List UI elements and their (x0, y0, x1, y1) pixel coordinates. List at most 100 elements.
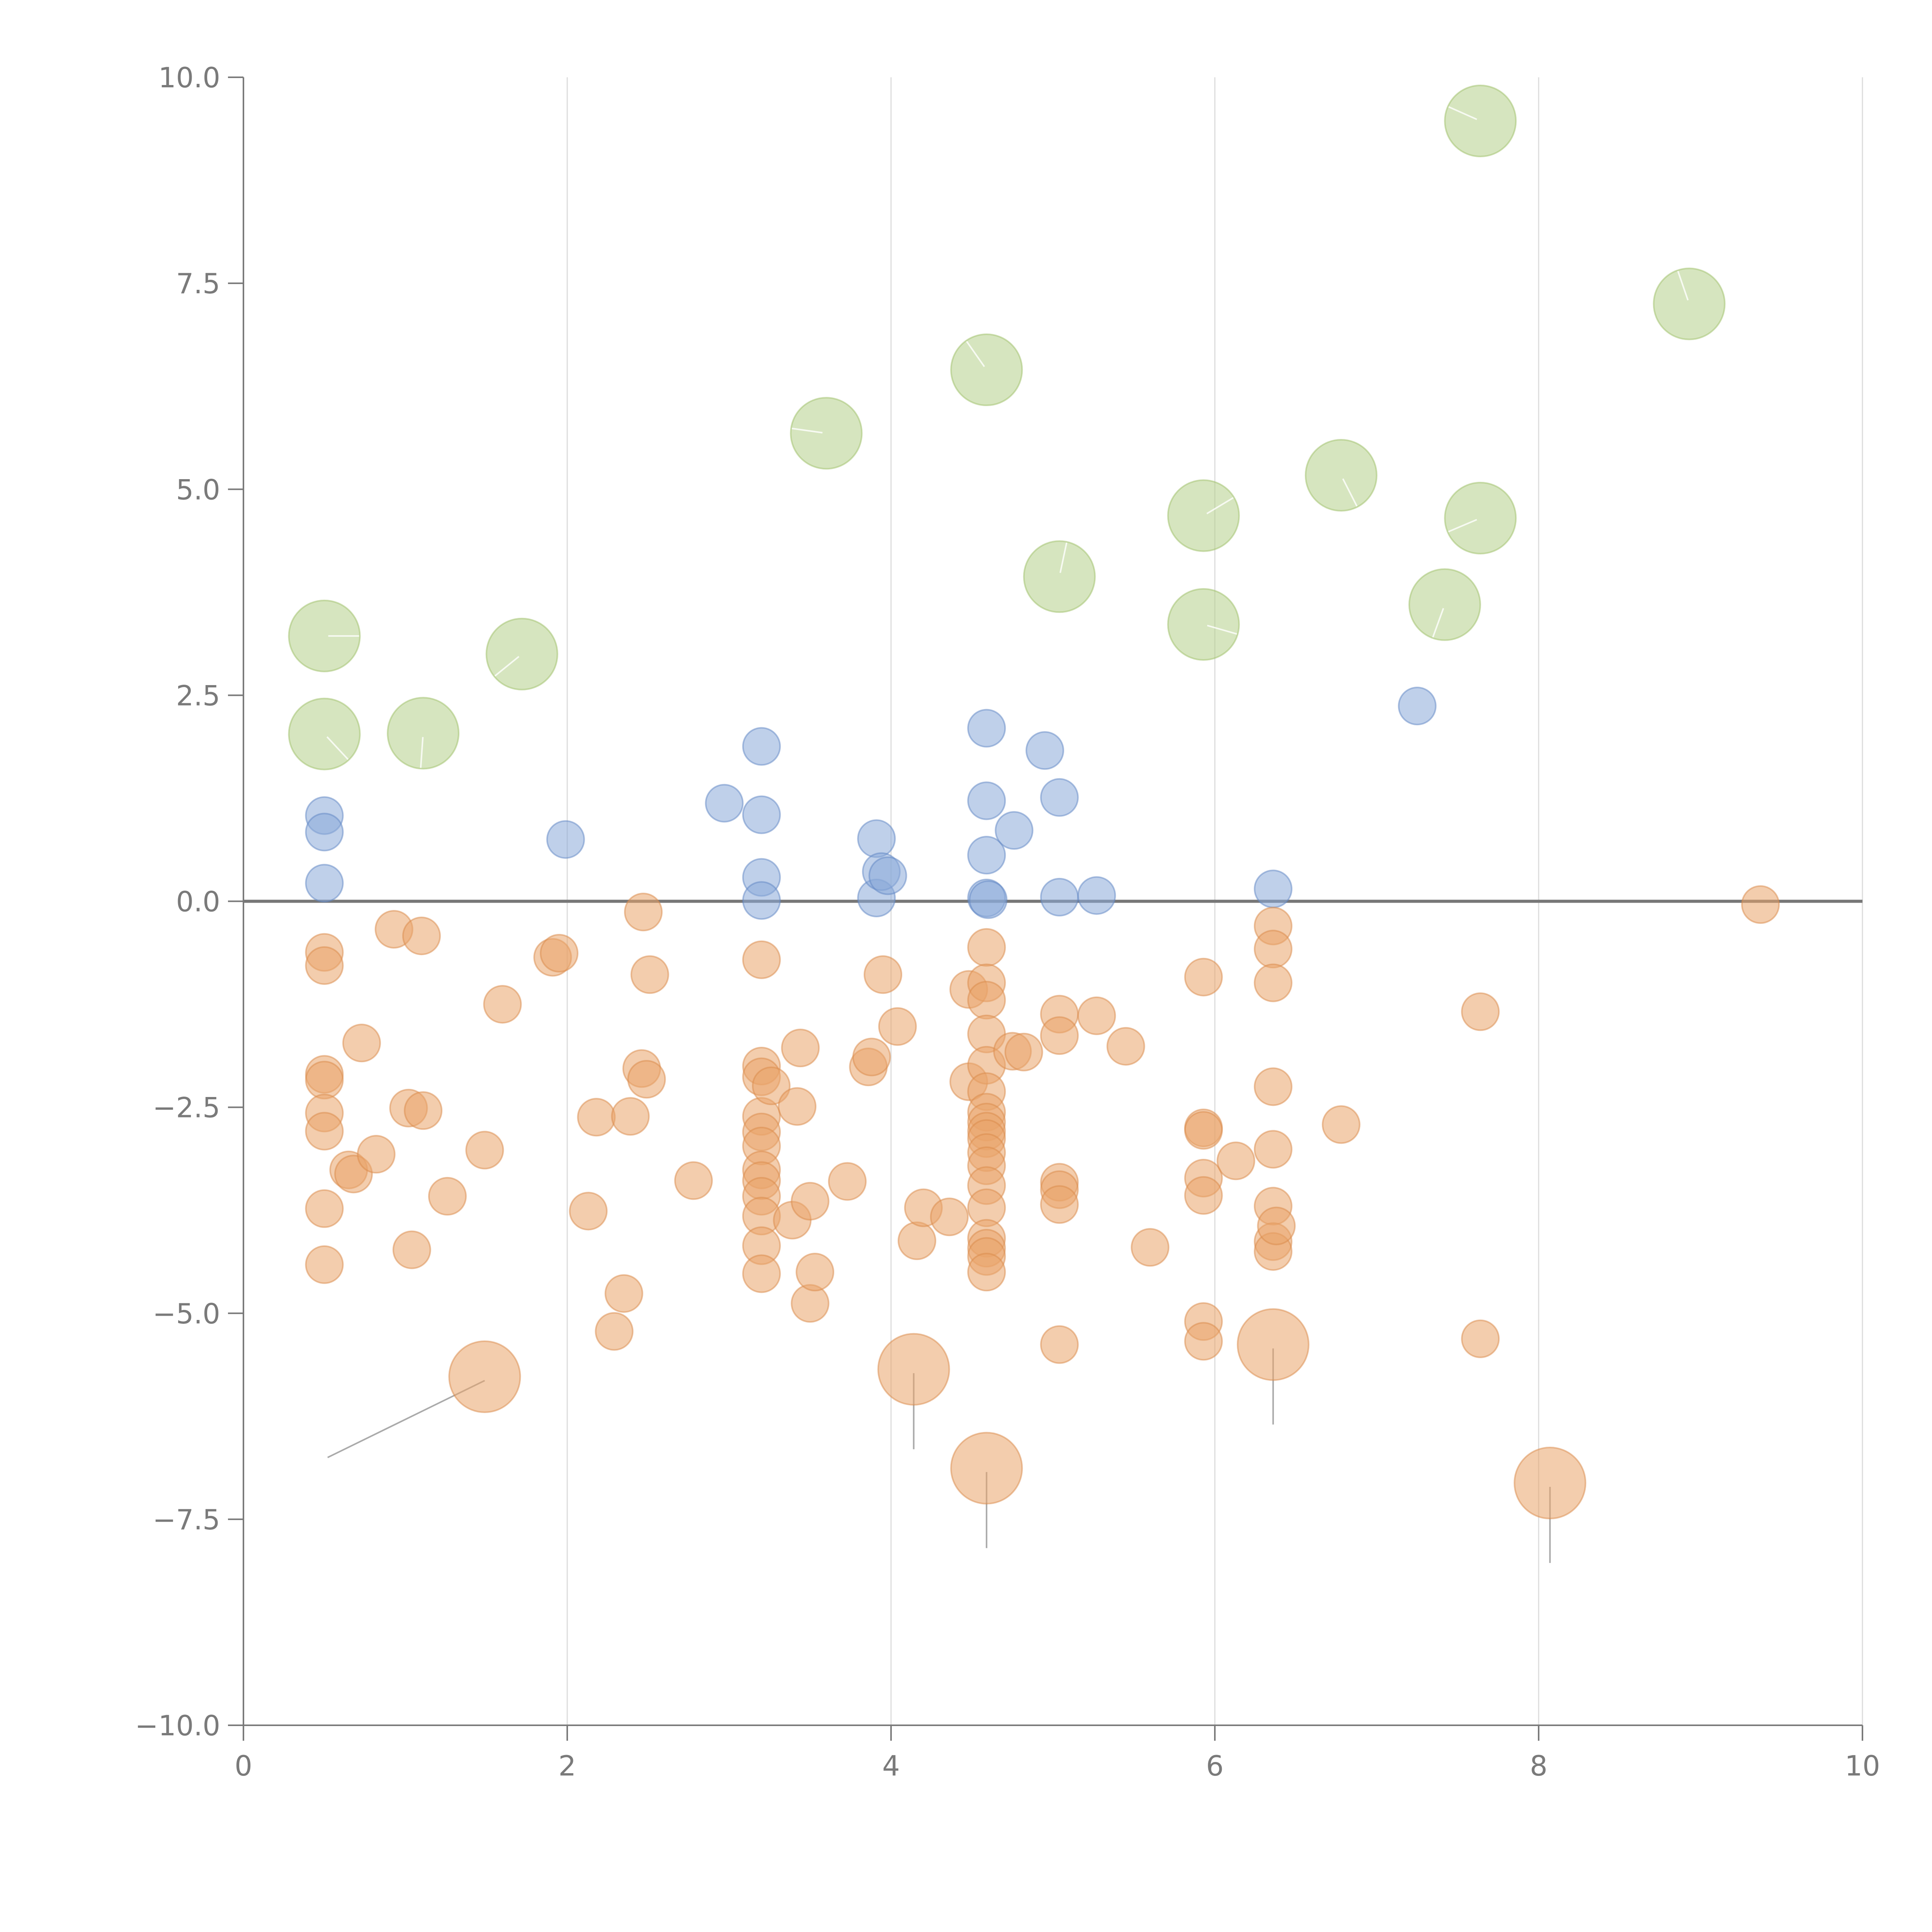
x-tick-label-8: 8 (1530, 1750, 1548, 1782)
bubble-negative-94 (1184, 1176, 1223, 1215)
bubble-negative-97 (1216, 1141, 1255, 1180)
bubble-positive-4 (705, 784, 744, 823)
bubble-negative-18 (465, 1131, 504, 1170)
bubble-negative-6 (305, 1189, 344, 1228)
bubble-negative-53 (852, 1037, 891, 1077)
bubble-positive-22 (1077, 876, 1116, 915)
y-tick-label-2: 5.0 (176, 473, 220, 506)
x-tick-label-10: 10 (1845, 1750, 1880, 1782)
bubble-high-9 (1304, 439, 1378, 512)
bubble-negative-54 (864, 955, 903, 994)
bubble-negative-61 (967, 928, 1006, 967)
bubble-negative-86 (1040, 1325, 1079, 1364)
bubble-high-5 (950, 333, 1023, 406)
bubble-high-12 (1444, 85, 1517, 158)
bubble-negative-5 (305, 1112, 344, 1151)
y-tick-label-8: −10.0 (135, 1709, 220, 1742)
bubble-negative-90 (1184, 957, 1223, 997)
bubble-negative-7 (305, 1245, 344, 1284)
bubble-negative-102 (1253, 1130, 1293, 1169)
bubble-negative-47 (781, 1029, 820, 1068)
bubble-negative-89 (1131, 1228, 1170, 1267)
bubble-negative-63 (967, 981, 1006, 1020)
bubble-negative-32 (742, 940, 781, 979)
bubble-negative-19 (483, 985, 522, 1024)
bubble-negative-92 (1184, 1111, 1223, 1150)
y-tick-label-4: 0.0 (176, 886, 220, 918)
bubble-positive-12 (868, 856, 907, 895)
bubble-negative-large-3 (1236, 1308, 1310, 1381)
bubble-negative-110 (1741, 885, 1780, 924)
x-tick-label-4: 4 (882, 1750, 900, 1782)
bubble-negative-58 (930, 1197, 969, 1236)
bubble-tick-11 (1448, 519, 1477, 532)
bubble-negative-106 (1257, 1206, 1296, 1245)
bubble-negative-23 (577, 1098, 616, 1137)
bubble-positive-14 (967, 781, 1006, 820)
bubble-negative-43 (742, 1254, 781, 1293)
bubble-high-3 (485, 617, 558, 690)
bubble-tick-8 (1207, 624, 1237, 635)
bubble-high-0 (288, 599, 361, 672)
bubble-negative-87 (1077, 996, 1116, 1035)
bubble-negative-48 (791, 1182, 830, 1221)
bubble-negative-88 (1106, 1027, 1145, 1066)
bubble-high-11 (1444, 481, 1517, 554)
bubble-positive-1 (305, 813, 344, 852)
bubble-negative-107 (1321, 1105, 1361, 1144)
bubble-negative-80 (1004, 1032, 1043, 1071)
bubble-negative-large-1 (877, 1333, 950, 1406)
y-tick-label-6: −5.0 (153, 1298, 220, 1330)
bubble-tick-6 (1059, 542, 1068, 573)
bubble-negative-82 (1040, 1016, 1079, 1055)
bubble-positive-24 (1398, 687, 1437, 726)
axes: 0 2 4 6 8 10 10.0 7.5 5.0 2.5 0.0 −2.5 −5.0 −7.5 −10.0 (135, 61, 1880, 1782)
bubble-negative-51 (828, 1162, 867, 1201)
bubble-high-7 (1167, 479, 1240, 552)
bubble-tick-3 (494, 656, 520, 677)
bubble-negative-30 (630, 955, 669, 994)
x-tick-label-0: 0 (235, 1750, 252, 1782)
bubble-negative-3 (305, 1061, 344, 1100)
bubble-negative-28 (624, 893, 663, 932)
bubble-negative-31 (674, 1161, 713, 1200)
bubble-tick-1 (326, 736, 349, 760)
bubble-negative-14 (392, 1230, 431, 1269)
bubble-positive-15 (967, 836, 1006, 875)
bubble-positive-3 (546, 820, 585, 859)
bubble-high-6 (1023, 540, 1096, 613)
bubble-negative-50 (796, 1253, 835, 1292)
bubble-positive-8 (742, 881, 781, 920)
y-tick-label-5: −2.5 (153, 1092, 220, 1124)
bubble-high-8 (1167, 588, 1240, 661)
bubble-tick-12 (1448, 106, 1477, 120)
bubble-negative-17 (428, 1177, 467, 1216)
bubble-negative-55 (878, 1007, 917, 1046)
bubble-negative-108 (1461, 992, 1500, 1031)
bubble-negative-96 (1184, 1322, 1223, 1361)
bubble-positive-17 (969, 880, 1008, 919)
bubble-negative-109 (1461, 1319, 1500, 1358)
bubble-positive-9 (857, 819, 896, 858)
bubble-negative-78 (967, 1253, 1006, 1292)
bubble-positive-5 (742, 727, 781, 766)
bubble-positive-19 (1026, 731, 1065, 770)
bubble-negative-11 (357, 1135, 396, 1174)
bubble-positive-2 (305, 864, 344, 903)
bubble-negative-1 (305, 946, 344, 985)
bubble-negative-15 (402, 917, 441, 956)
bubble-negative-100 (1253, 963, 1293, 1002)
y-tick-label-0: 10.0 (158, 61, 220, 94)
bubble-negative-24 (595, 1312, 634, 1351)
bubble-negative-22 (569, 1192, 608, 1231)
bubble-tick-9 (1342, 478, 1358, 507)
bubble-negative-29 (627, 1060, 666, 1099)
bubble-positive-23 (1253, 869, 1293, 908)
x-tick-label-2: 2 (558, 1750, 576, 1782)
bubble-tick-5 (966, 341, 985, 367)
bubble-negative-25 (604, 1274, 643, 1313)
bubble-negative-large-2 (950, 1432, 1023, 1505)
bubble-negative-46 (777, 1087, 816, 1126)
